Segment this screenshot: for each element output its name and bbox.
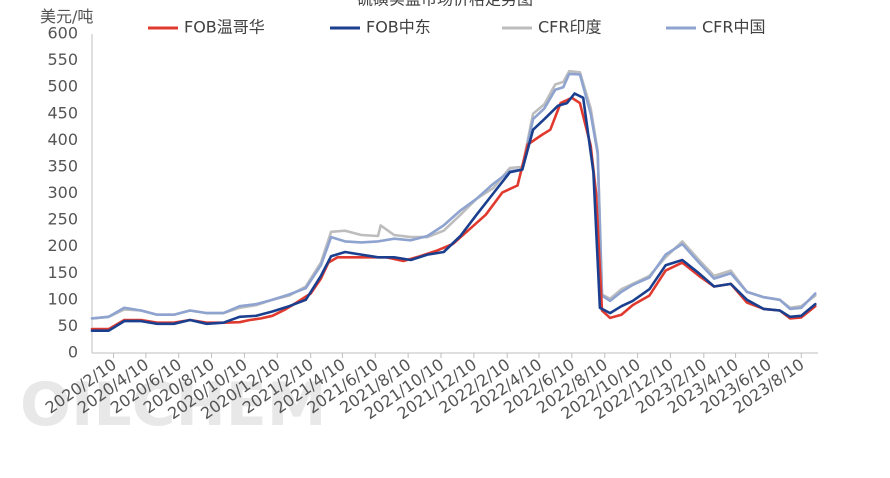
legend: FOB温哥华 FOB中东 CFR印度 CFR中国 — [148, 18, 766, 37]
y-tick-label: 150 — [47, 263, 78, 282]
y-tick-label: 400 — [47, 130, 78, 149]
y-tick-label: 500 — [47, 77, 78, 96]
watermark: OILCHEM — [20, 370, 327, 440]
series-line-1 — [90, 96, 817, 331]
y-tick-label: 350 — [47, 156, 78, 175]
y-tick-label: 100 — [47, 289, 78, 308]
legend-label: FOB中东 — [366, 18, 431, 37]
legend-label: CFR中国 — [702, 18, 766, 37]
y-tick-label: 0 — [68, 343, 78, 362]
y-tick-label: 200 — [47, 236, 78, 255]
y-tick-label: 550 — [47, 50, 78, 69]
legend-label: FOB温哥华 — [184, 18, 265, 37]
axes — [91, 34, 818, 358]
series-line-4 — [90, 72, 817, 320]
chart-title: 硫磺实盘市场价格走势图 — [357, 0, 533, 9]
y-tick-label: 450 — [47, 103, 78, 122]
series-line-2 — [90, 92, 817, 332]
legend-label: CFR印度 — [538, 18, 602, 37]
y-tick-label: 50 — [58, 316, 78, 335]
series-lines — [90, 69, 817, 332]
y-axis: 0 50 100 150 200 250 300 350 400 450 500 550 600 — [47, 24, 78, 362]
y-tick-label: 600 — [47, 24, 78, 43]
y-tick-label: 300 — [47, 183, 78, 202]
y-tick-label: 250 — [47, 210, 78, 229]
x-axis: 2020/2/102020/4/102020/6/102020/8/102020… — [42, 355, 808, 423]
y-axis-unit: 美元/吨 — [40, 7, 93, 26]
